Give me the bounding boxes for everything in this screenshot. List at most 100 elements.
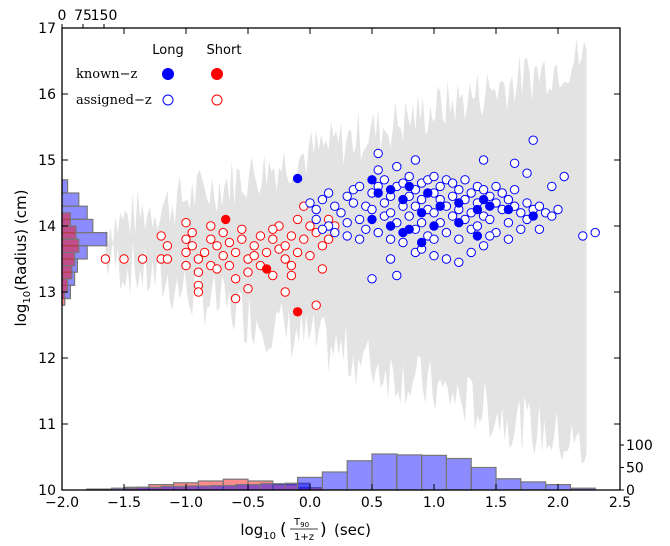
right-tick-label: 100: [626, 438, 653, 454]
y-tick-label: 10: [38, 483, 56, 499]
hist-bar-short-left: [61, 238, 80, 253]
point-long-known: [472, 204, 483, 215]
point-long-assigned: [342, 218, 352, 228]
point-long-known: [367, 214, 377, 225]
x-tick-label: 1.5: [485, 495, 507, 511]
point-long-assigned: [385, 254, 396, 264]
point-long-assigned: [311, 204, 321, 215]
hist-bar-long-bottom: [470, 466, 497, 491]
legend-marker-long-known: [162, 68, 174, 80]
right-tick-label: 50: [626, 461, 644, 477]
hist-bar-long-left: [61, 179, 69, 194]
point-long-assigned: [404, 211, 414, 221]
legend-col-short: Short: [207, 43, 242, 58]
svg-text:): ): [320, 520, 327, 540]
point-long-assigned: [373, 227, 383, 238]
point-short-assigned: [286, 231, 297, 241]
plot-frame: [61, 27, 621, 491]
point-long-assigned: [336, 208, 346, 218]
point-long-assigned: [311, 214, 321, 225]
hist-bar-short-left: [61, 212, 71, 227]
y-tick-label: 15: [38, 153, 56, 169]
point-short-assigned: [243, 267, 253, 277]
point-short-assigned: [280, 254, 290, 264]
point-short-assigned: [317, 241, 328, 251]
point-short-known: [292, 307, 303, 317]
point-short-assigned: [100, 254, 111, 264]
hist-bar-long-bottom: [321, 471, 348, 491]
point-long-assigned: [416, 194, 427, 205]
x-tick-label: 1.0: [423, 495, 445, 511]
point-long-assigned: [447, 191, 458, 202]
point-long-assigned: [491, 181, 501, 192]
point-long-assigned: [478, 241, 489, 251]
hist-bar-long-bottom: [346, 460, 373, 491]
point-long-known: [416, 237, 427, 248]
point-short-assigned: [268, 224, 278, 235]
point-short-assigned: [206, 234, 216, 244]
marginal-histograms: [61, 179, 596, 491]
point-short-assigned: [218, 251, 228, 261]
point-long-assigned: [361, 224, 371, 235]
point-long-assigned: [534, 224, 545, 235]
legend-marker-long-assigned: [162, 94, 174, 106]
point-long-assigned: [516, 224, 526, 235]
point-short-assigned: [268, 234, 278, 244]
y-axis-label: log10(Radius) (cm): [12, 190, 33, 327]
hist-bar-long-bottom: [520, 481, 547, 491]
point-long-assigned: [460, 175, 470, 185]
point-short-assigned: [199, 247, 210, 258]
point-short-assigned: [181, 260, 191, 271]
point-long-known: [404, 224, 414, 235]
x-tick-label: −1.5: [107, 495, 141, 511]
point-short-assigned: [230, 274, 241, 284]
x-tick-label: 2.0: [547, 495, 569, 511]
point-long-assigned: [323, 188, 334, 198]
point-long-assigned: [447, 178, 458, 188]
y-tick-label: 17: [38, 21, 56, 37]
point-long-assigned: [478, 185, 489, 195]
top-tick-label: 150: [91, 8, 118, 24]
point-long-known: [385, 221, 396, 231]
point-short-assigned: [255, 231, 266, 241]
grey-envelope: [105, 38, 587, 463]
point-long-assigned: [454, 257, 464, 267]
x-tick-label: −1.0: [169, 495, 203, 511]
point-long-known: [416, 208, 427, 218]
axis-ticks: −2.0 −1.5 −1.0 −0.5 0.0 0.5 1.0 1.5 2.0 2.5 10 11 12…: [38, 8, 653, 511]
legend-marker-short-assigned: [211, 94, 223, 106]
hist-bar-long-bottom: [445, 457, 472, 491]
point-short-assigned: [261, 247, 272, 258]
svg-text:(sec): (sec): [334, 521, 371, 539]
point-short-assigned: [292, 214, 303, 225]
point-long-assigned: [522, 168, 532, 178]
point-long-assigned: [317, 224, 328, 235]
point-short-assigned: [119, 254, 129, 264]
point-long-assigned: [503, 234, 514, 244]
point-long-assigned: [503, 194, 514, 205]
point-short-assigned: [305, 221, 315, 231]
point-long-assigned: [547, 181, 557, 192]
hist-bar-short-left: [61, 265, 73, 280]
point-long-assigned: [522, 198, 532, 208]
hist-bar-long-bottom: [371, 453, 398, 491]
point-long-assigned: [429, 234, 439, 244]
hist-bar-short-left: [61, 278, 69, 293]
point-long-assigned: [478, 155, 489, 165]
point-long-assigned: [553, 204, 563, 215]
point-long-assigned: [441, 227, 452, 238]
point-short-assigned: [286, 260, 297, 271]
point-long-known: [367, 175, 377, 185]
point-short-assigned: [137, 254, 148, 264]
point-short-assigned: [193, 254, 204, 264]
point-long-assigned: [354, 181, 365, 192]
point-short-assigned: [237, 224, 247, 235]
legend-col-long: Long: [152, 43, 183, 58]
point-short-assigned: [193, 267, 204, 277]
point-long-assigned: [516, 208, 526, 218]
point-long-assigned: [410, 155, 421, 165]
y-tick-label: 12: [38, 351, 56, 367]
point-long-assigned: [454, 234, 464, 244]
point-short-assigned: [268, 270, 278, 281]
